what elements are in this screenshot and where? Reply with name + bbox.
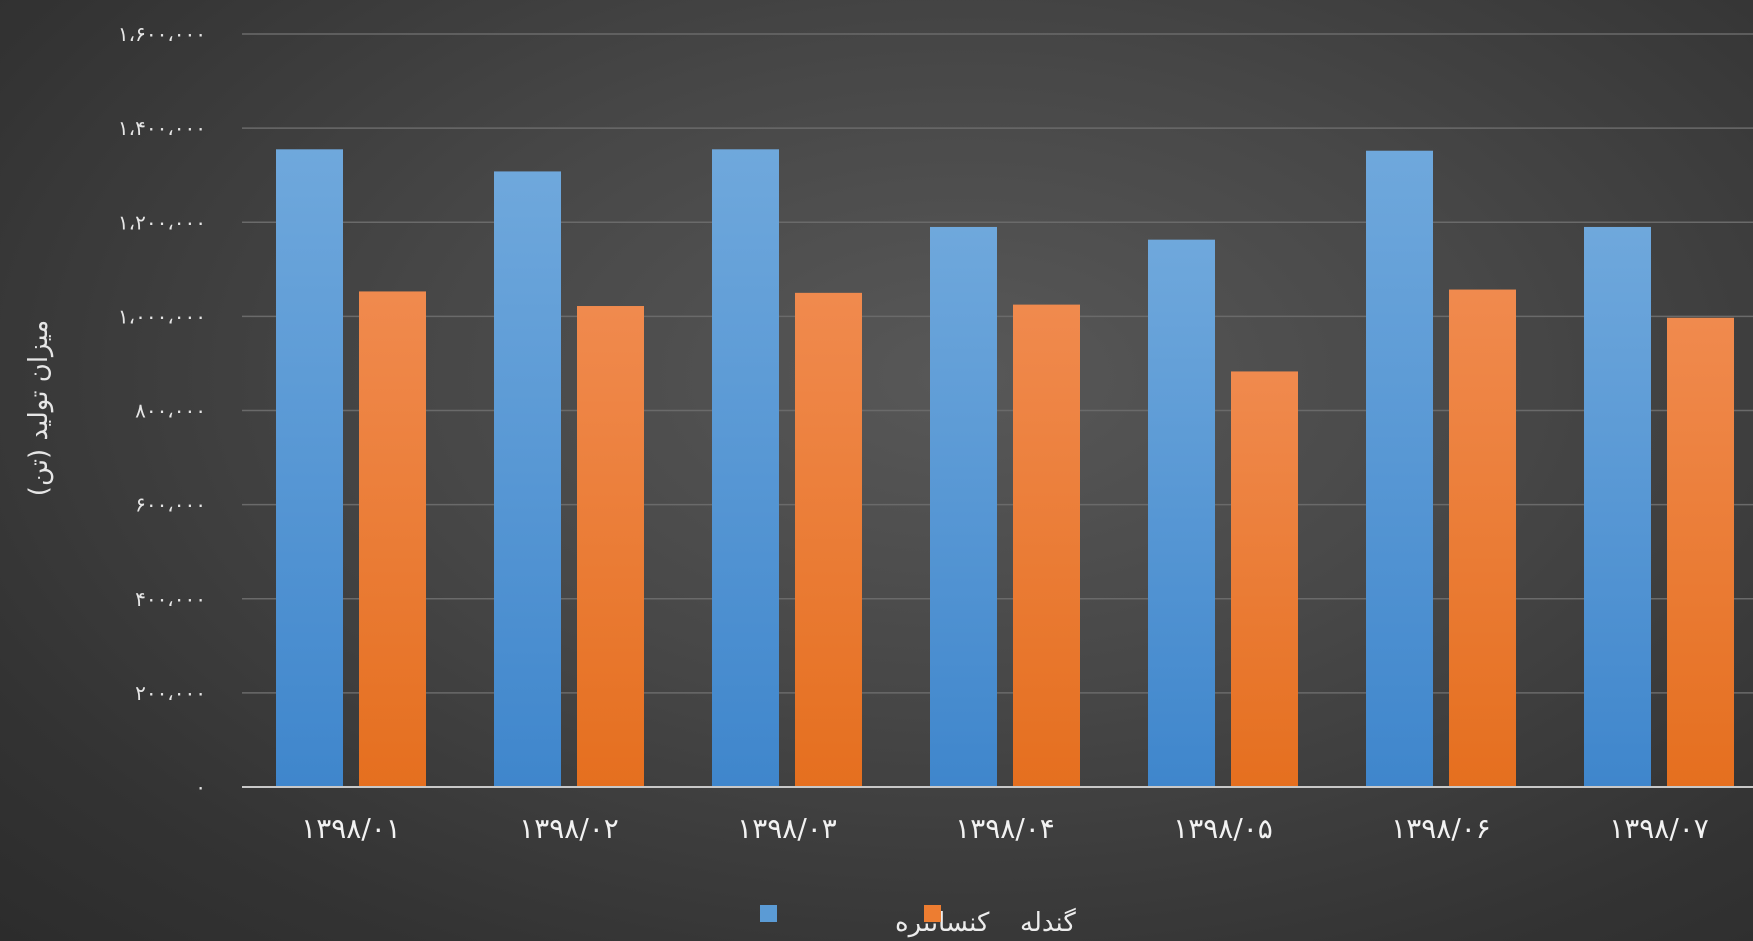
bar-series-1	[1148, 239, 1215, 787]
x-tick-label: ۱۳۹۸/۰۲	[519, 812, 619, 845]
bar-series-2	[795, 292, 862, 787]
bar-series-2	[1667, 317, 1734, 787]
bar-series-1	[1584, 226, 1651, 788]
legend: کنسانتره گندله	[760, 905, 1076, 938]
y-axis-title: میزان تولید (تن)	[24, 320, 54, 496]
x-tick-label: ۱۳۹۸/۰۷	[1609, 812, 1709, 845]
bar-series-1	[1366, 150, 1433, 788]
y-tick-label: ۸۰۰،۰۰۰	[135, 399, 206, 423]
bar-series-2	[1231, 371, 1298, 787]
bars	[276, 149, 1734, 788]
bar-series-1	[276, 149, 343, 788]
legend-swatch	[924, 905, 941, 922]
y-tick-label: ۱،۶۰۰،۰۰۰	[118, 22, 206, 46]
x-tick-label: ۱۳۹۸/۰۶	[1391, 812, 1491, 845]
bar-series-1	[930, 226, 997, 788]
bar-series-2	[359, 291, 426, 787]
bar-series-2	[577, 306, 644, 787]
x-tick-label: ۱۳۹۸/۰۵	[1173, 812, 1273, 845]
y-axis-ticks: ۰ ۲۰۰،۰۰۰ ۴۰۰،۰۰۰ ۶۰۰،۰۰۰ ۸۰۰،۰۰۰ ۱،۰۰۰،۰۰۰ ۱،…	[118, 22, 206, 799]
x-tick-label: ۱۳۹۸/۰۴	[955, 812, 1055, 845]
y-tick-label: ۶۰۰،۰۰۰	[135, 493, 206, 517]
bar-series-2	[1013, 304, 1080, 787]
legend-label: کنسانتره	[895, 908, 990, 938]
x-tick-label: ۱۳۹۸/۰۱	[301, 812, 401, 845]
y-tick-label: ۱،۲۰۰،۰۰۰	[118, 210, 206, 234]
y-tick-label: ۴۰۰،۰۰۰	[135, 587, 206, 611]
x-tick-label: ۱۳۹۸/۰۳	[737, 812, 837, 845]
y-tick-label: ۱،۰۰۰،۰۰۰	[118, 304, 206, 328]
x-axis-ticks: ۱۳۹۸/۰۱ ۱۳۹۸/۰۲ ۱۳۹۸/۰۳ ۱۳۹۸/۰۴ ۱۳۹۸/۰۵ ۱۳۹۸/…	[301, 812, 1709, 845]
y-tick-label: ۲۰۰،۰۰۰	[135, 681, 206, 705]
gridlines	[242, 33, 1753, 694]
legend-swatch	[760, 905, 777, 922]
y-tick-label: ۱،۴۰۰،۰۰۰	[118, 116, 206, 140]
bar-series-1	[494, 171, 561, 788]
legend-label: گندله	[1020, 907, 1076, 938]
y-tick-label: ۰	[195, 775, 206, 799]
bar-series-2	[1449, 289, 1516, 787]
bar-series-1	[712, 149, 779, 788]
